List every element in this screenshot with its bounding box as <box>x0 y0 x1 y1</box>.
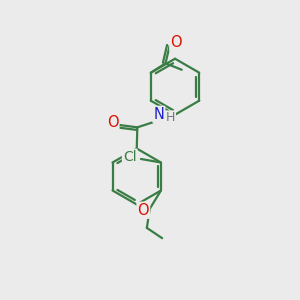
Text: Cl: Cl <box>123 150 136 164</box>
Text: O: O <box>170 35 182 50</box>
Text: O: O <box>137 203 149 218</box>
Text: H: H <box>166 111 175 124</box>
Text: N: N <box>153 107 164 122</box>
Text: O: O <box>107 115 118 130</box>
